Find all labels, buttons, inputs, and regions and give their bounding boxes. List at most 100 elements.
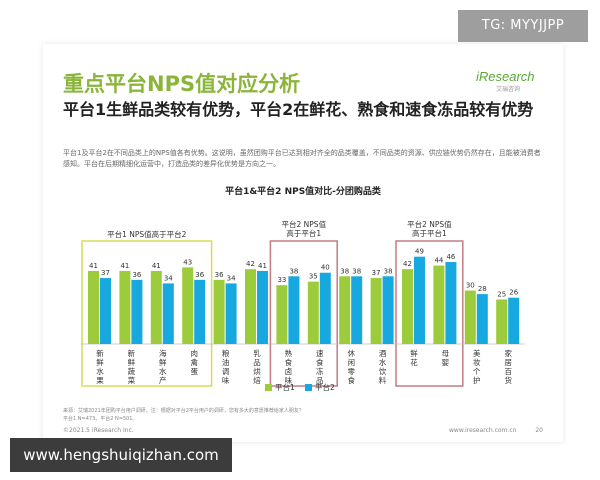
- category-label: 鲜: [128, 357, 136, 367]
- category-label: 品: [253, 358, 261, 367]
- category-label: 鲜: [96, 357, 104, 367]
- bar-series1: [433, 265, 445, 344]
- slide-footer: ©2021.5 iResearch Inc. www.iresearch.com…: [63, 427, 543, 434]
- iresearch-logo: iResearch 艾瑞咨询: [476, 69, 535, 93]
- category-label: 产: [159, 375, 167, 385]
- category-label: 油: [222, 357, 230, 367]
- highlight-box: [269, 240, 338, 387]
- category-label: 味: [285, 375, 293, 385]
- category-label: 美: [473, 348, 481, 358]
- bar-series1: [213, 279, 225, 344]
- bar-series2: [288, 276, 300, 344]
- data-label: 41: [120, 262, 129, 270]
- data-label: 38: [352, 267, 361, 275]
- category-label: 菜: [128, 375, 136, 385]
- page-number: 20: [535, 427, 543, 434]
- category-label: 蛋: [190, 367, 198, 376]
- bar-series1: [339, 276, 351, 344]
- bar-series2: [225, 283, 237, 344]
- category-label: 味: [222, 375, 230, 385]
- page-subtitle: 平台1生鲜品类较有优势，平台2在鲜花、熟食和速食冻品较有优势: [63, 100, 534, 119]
- page-title: 重点平台NPS值对应分析: [63, 72, 301, 96]
- data-label: 25: [497, 290, 506, 298]
- category-label: 熟: [285, 348, 293, 358]
- category-label: 新: [128, 348, 136, 358]
- bottom-url-banner[interactable]: www.hengshuiqizhan.com: [10, 438, 232, 472]
- legend-swatch-series2: [305, 384, 312, 391]
- legend-label: 平台2: [315, 382, 335, 392]
- data-label: 36: [195, 271, 204, 279]
- category-label: 焙: [253, 375, 261, 385]
- data-label: 43: [183, 258, 192, 266]
- category-label: 休: [347, 348, 355, 358]
- data-label: 41: [258, 262, 267, 270]
- category-label: 家: [504, 348, 512, 358]
- bar-series2: [319, 272, 331, 344]
- bar-series1: [245, 269, 256, 344]
- bar-series1: [182, 267, 194, 344]
- bar-series1: [402, 269, 413, 344]
- category-label: 料: [379, 375, 387, 385]
- group-label: 平台2 NPS值: [282, 219, 327, 229]
- bar-series1: [119, 270, 131, 344]
- data-label: 40: [321, 264, 330, 272]
- data-label: 42: [403, 260, 412, 268]
- copyright-text: ©2021.5 iResearch Inc.: [63, 427, 134, 434]
- category-label: 水: [379, 357, 387, 367]
- bar-series2: [382, 276, 394, 344]
- category-label: 卤: [285, 366, 293, 376]
- bar-series2: [162, 283, 174, 344]
- category-label: 个: [473, 367, 481, 376]
- data-label: 34: [227, 274, 236, 282]
- category-label: 鲜: [410, 348, 418, 358]
- category-label: 食: [316, 357, 324, 367]
- data-label: 42: [246, 260, 255, 268]
- site-text: www.iresearch.com.cn: [449, 427, 517, 434]
- bar-series1: [88, 270, 99, 344]
- bar-series1: [307, 281, 319, 344]
- category-label: 妆: [473, 357, 481, 367]
- chart-title: 平台1&平台2 NPS值对比-分团购品类: [225, 187, 381, 197]
- category-label: 蔬: [128, 366, 136, 376]
- category-label: 乳: [253, 348, 261, 358]
- category-label: 货: [504, 375, 512, 385]
- category-label: 食: [285, 357, 293, 367]
- category-label: 调: [222, 367, 230, 376]
- bar-series1: [464, 290, 476, 344]
- category-label: 水: [159, 366, 167, 376]
- legend-swatch-series1: [265, 384, 272, 391]
- group-label: 高于平台1: [286, 228, 321, 238]
- data-label: 35: [309, 273, 318, 281]
- watermark-badge: TG: MYYJJPP: [458, 10, 588, 42]
- data-label: 34: [164, 274, 173, 282]
- bar-series1: [496, 299, 508, 344]
- category-label: 酒: [379, 349, 387, 358]
- data-label: 36: [132, 271, 141, 279]
- legend-label: 平台1: [275, 382, 295, 392]
- data-label: 26: [509, 289, 518, 297]
- data-label: 44: [434, 257, 443, 265]
- highlight-box: [81, 240, 213, 387]
- group-label: 高于平台1: [412, 228, 447, 238]
- category-label: 烘: [253, 366, 261, 376]
- data-label: 33: [277, 276, 286, 284]
- report-slide: 重点平台NPS值对应分析 iResearch 艾瑞咨询 平台1生鲜品类较有优势，…: [43, 44, 563, 442]
- data-label: 30: [466, 282, 475, 290]
- data-label: 46: [446, 253, 455, 261]
- category-label: 花: [410, 357, 418, 367]
- bar-series2: [508, 297, 520, 344]
- source-note: 来源：艾瑞2021年团购平台用户调研。注：根据对平台2平台用户的调研，您有多大的…: [63, 408, 304, 422]
- bar-series2: [351, 276, 363, 344]
- bar-series1: [150, 270, 162, 344]
- data-label: 38: [289, 267, 298, 275]
- bar-series2: [194, 279, 206, 344]
- group-label: 平台2 NPS值: [407, 219, 452, 229]
- category-label: 婴: [442, 358, 450, 367]
- category-label: 闲: [347, 358, 355, 367]
- bar-series1: [370, 278, 382, 344]
- bar-series2: [131, 279, 143, 344]
- category-label: 品: [316, 376, 324, 385]
- data-label: 28: [478, 285, 487, 293]
- data-label: 38: [384, 267, 393, 275]
